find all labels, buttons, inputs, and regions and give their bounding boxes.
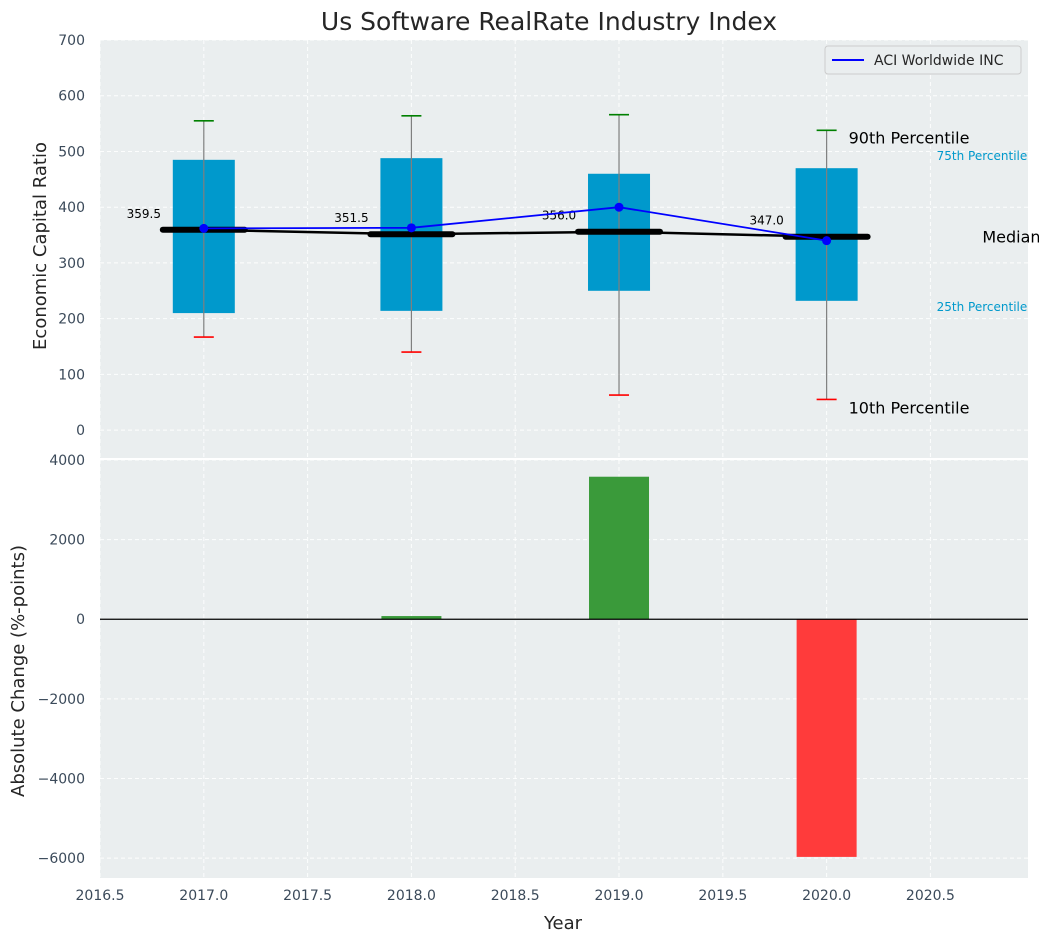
top-y-tick-label: 0 <box>76 423 85 439</box>
p90-annotation: 90th Percentile <box>849 128 970 147</box>
bottom-y-tick-label: −6000 <box>38 851 85 867</box>
top-y-axis-label: Economic Capital Ratio <box>30 142 51 350</box>
series-line-path <box>203 206 827 242</box>
bottom-y-tick-label: 2000 <box>49 533 85 549</box>
x-tick-label: 2020.0 <box>802 888 851 904</box>
top-y-tick-label: 100 <box>58 367 85 383</box>
x-tick-label: 2017.0 <box>179 888 228 904</box>
top-y-tick-label: 700 <box>58 33 85 49</box>
bottom-y-axis-label: Absolute Change (%-points) <box>8 545 29 797</box>
p25-annotation: 25th Percentile <box>937 300 1028 314</box>
bars <box>381 476 857 857</box>
change-bar <box>796 619 857 857</box>
top-plot-background <box>100 40 1028 458</box>
chart-title: Us Software RealRate Industry Index <box>321 7 777 36</box>
series-line <box>199 202 832 246</box>
top-panel: 0 100 200 300 400 500 600 700 359.5 351.5 356.0 34… <box>58 33 1039 458</box>
x-tick-label: 2018.5 <box>491 888 540 904</box>
bottom-plot-background <box>100 460 1028 878</box>
bottom-y-tick-label: 4000 <box>49 453 85 469</box>
change-bar <box>381 616 442 620</box>
change-bar <box>589 476 650 620</box>
legend: ACI Worldwide INC <box>824 45 1022 75</box>
median-value-label: 351.5 <box>334 211 368 225</box>
p10-annotation: 10th Percentile <box>849 398 970 417</box>
top-y-ticks: 0 100 200 300 400 500 600 700 <box>58 33 85 439</box>
median-value-label: 359.5 <box>127 207 161 221</box>
top-y-tick-label: 300 <box>58 256 85 272</box>
series-point <box>822 236 832 246</box>
x-tick-label: 2016.5 <box>76 888 125 904</box>
x-tick-label: 2018.0 <box>387 888 436 904</box>
series-point <box>614 202 624 212</box>
median-trend-line <box>203 228 827 238</box>
series-point <box>199 223 209 233</box>
x-axis-label: Year <box>543 913 583 934</box>
x-tick-label: 2019.0 <box>595 888 644 904</box>
percentile-labels: 90th Percentile 75th Percentile Median 25th… <box>849 128 1039 417</box>
x-tick-label: 2019.5 <box>698 888 747 904</box>
bottom-y-tick-label: 0 <box>76 612 85 628</box>
legend-box <box>824 45 1022 75</box>
p75-annotation: 75th Percentile <box>937 149 1028 163</box>
median-annotation: Median <box>982 228 1039 247</box>
bottom-x-ticks: 2016.5 2017.0 2017.5 2018.0 2018.5 2019.0 2019… <box>76 888 955 904</box>
median-line <box>203 228 827 238</box>
top-grid <box>99 39 1028 458</box>
top-y-tick-label: 500 <box>58 144 85 160</box>
top-y-tick-label: 600 <box>58 89 85 105</box>
x-tick-label: 2020.5 <box>906 888 955 904</box>
series-point <box>406 223 416 233</box>
median-value-label: 356.0 <box>542 209 576 223</box>
median-value-label: 347.0 <box>749 214 783 228</box>
top-y-tick-label: 400 <box>58 200 85 216</box>
bottom-y-tick-label: −4000 <box>38 771 85 787</box>
bottom-y-ticks: −6000 −4000 −2000 0 2000 4000 <box>38 453 85 867</box>
x-tick-label: 2017.5 <box>283 888 332 904</box>
top-y-tick-label: 200 <box>58 312 85 328</box>
legend-entry: ACI Worldwide INC <box>874 53 1004 69</box>
bottom-y-tick-label: −2000 <box>38 692 85 708</box>
